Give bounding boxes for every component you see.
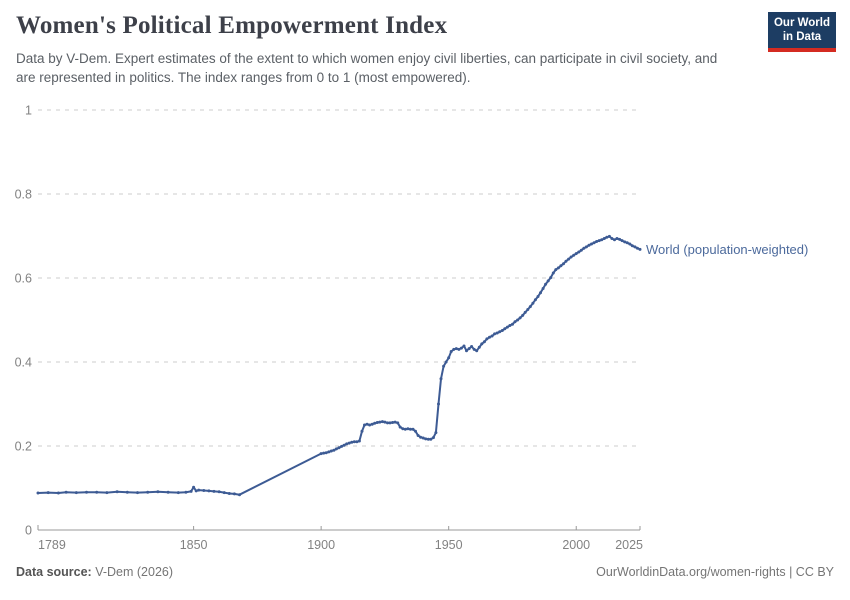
data-source-label: Data source:	[16, 565, 92, 579]
svg-text:0.8: 0.8	[15, 188, 32, 202]
series-line[interactable]	[37, 235, 641, 496]
svg-text:1850: 1850	[180, 538, 208, 552]
chart-area: 0 0.2 0.4 0.6 0.8 1 1789 1850 1900 1950 2000 2025 W…	[0, 0, 850, 560]
owid-logo-line2: in Data	[782, 30, 822, 43]
svg-text:2025: 2025	[615, 538, 643, 552]
svg-text:0.4: 0.4	[15, 356, 32, 370]
svg-text:1900: 1900	[307, 538, 335, 552]
svg-text:1950: 1950	[435, 538, 463, 552]
x-tick-labels: 1789 1850 1900 1950 2000 2025	[38, 538, 643, 552]
owid-logo[interactable]: Our World in Data	[768, 12, 836, 52]
series-label-world[interactable]: World (population-weighted)	[646, 242, 809, 258]
y-tick-labels: 0 0.2 0.4 0.6 0.8 1	[15, 104, 32, 538]
chart-subtitle: Data by V-Dem. Expert estimates of the e…	[16, 51, 718, 85]
x-axis	[37, 525, 641, 531]
data-source-value: V-Dem (2026)	[95, 565, 174, 579]
svg-text:0: 0	[25, 524, 32, 538]
rights-link[interactable]: OurWorldinData.org/women-rights | CC BY	[596, 565, 834, 579]
data-source: Data source: V-Dem (2026)	[16, 565, 173, 579]
page-title: Women's Political Empowerment Index	[16, 12, 448, 39]
y-gridlines	[38, 109, 640, 447]
svg-text:1789: 1789	[38, 538, 66, 552]
series-points	[36, 234, 642, 497]
chart-svg[interactable]: 0 0.2 0.4 0.6 0.8 1 1789 1850 1900 1950 2000 2025	[0, 0, 850, 560]
chart-footer: Data source: V-Dem (2026) OurWorldinData…	[16, 565, 834, 579]
svg-text:1: 1	[25, 104, 32, 118]
svg-text:0.6: 0.6	[15, 272, 32, 286]
owid-logo-line1: Our World	[773, 17, 830, 29]
svg-text:0.2: 0.2	[15, 440, 32, 454]
svg-text:2000: 2000	[562, 538, 590, 552]
